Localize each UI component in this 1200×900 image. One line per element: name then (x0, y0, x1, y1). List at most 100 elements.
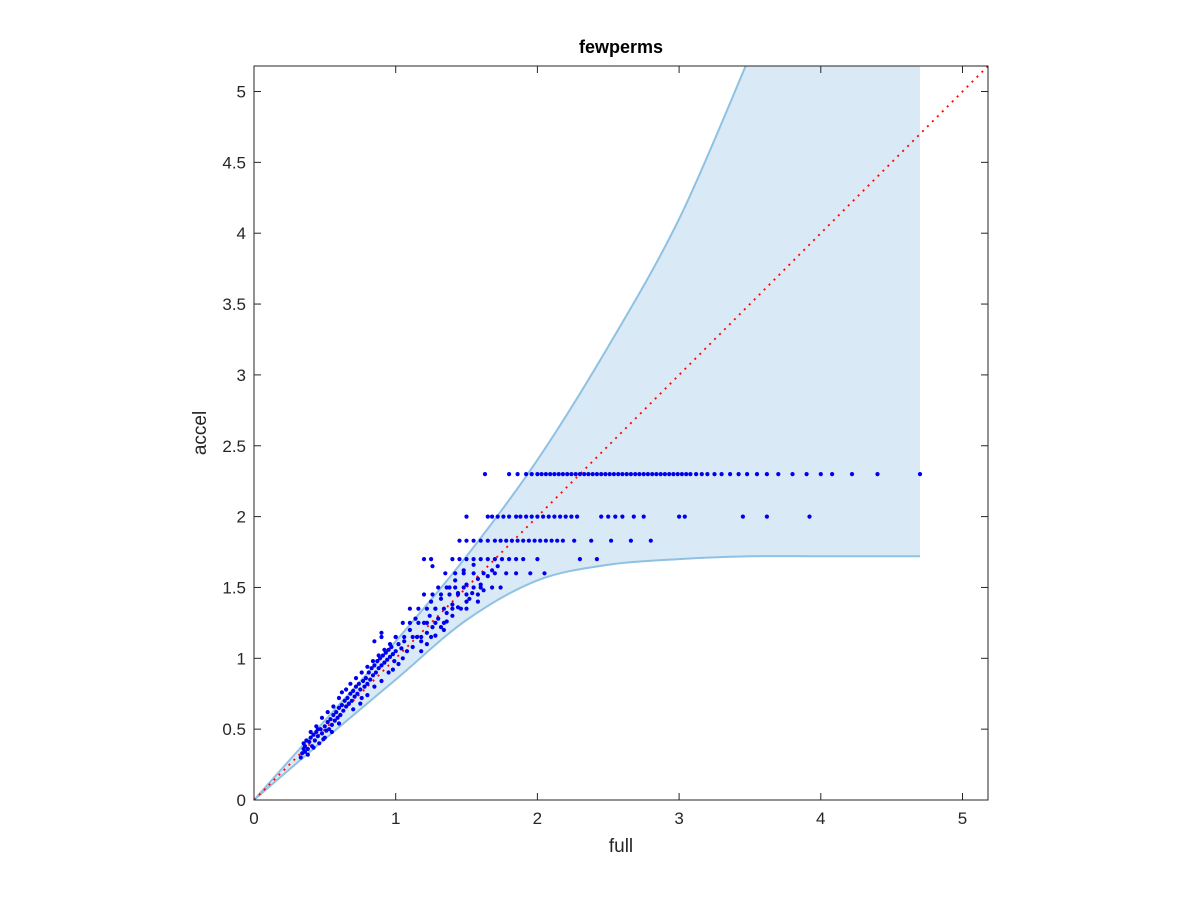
y-tick-label: 1 (237, 649, 246, 668)
data-point (413, 616, 418, 621)
data-point (429, 634, 434, 640)
data-point (475, 592, 480, 597)
band-lower-edge (254, 555, 920, 800)
data-point (609, 538, 614, 543)
data-point (563, 514, 568, 519)
data-point (368, 677, 373, 682)
data-point (365, 693, 370, 698)
data-point (658, 472, 663, 477)
data-point (464, 557, 469, 562)
scatter-points (298, 472, 923, 760)
data-point (515, 472, 520, 477)
data-point (599, 514, 604, 519)
data-point (464, 538, 469, 543)
data-point (573, 472, 578, 477)
data-point (539, 472, 544, 477)
data-point (645, 472, 651, 477)
data-point (549, 538, 554, 543)
data-point (307, 739, 312, 745)
data-point (776, 472, 781, 477)
data-point (457, 538, 462, 543)
data-point (546, 514, 551, 519)
data-point (495, 564, 500, 569)
data-point (603, 472, 608, 477)
y-tick-label: 4 (237, 224, 246, 243)
data-point (396, 642, 401, 647)
data-point (311, 745, 316, 750)
data-point (355, 691, 360, 696)
data-point (453, 571, 458, 576)
data-point (404, 649, 410, 654)
data-point (514, 557, 519, 562)
data-point (586, 472, 591, 477)
data-point (728, 472, 733, 477)
data-point (478, 582, 483, 587)
data-point (628, 472, 634, 477)
data-point (637, 472, 642, 477)
data-point (386, 647, 391, 652)
data-point (419, 639, 424, 644)
data-point (475, 599, 480, 604)
data-point (332, 718, 337, 723)
data-point (541, 514, 546, 519)
data-point (361, 678, 366, 684)
data-point (492, 557, 497, 562)
data-point (475, 576, 480, 582)
data-point (329, 729, 334, 735)
data-point (464, 599, 469, 604)
data-point (441, 606, 446, 611)
y-tick-label: 5 (237, 83, 246, 102)
data-point (402, 639, 407, 644)
data-point (424, 630, 429, 635)
data-point (804, 472, 809, 477)
data-point (331, 704, 336, 709)
data-point (390, 652, 395, 657)
data-point (334, 710, 339, 715)
x-axis-label: full (609, 836, 633, 857)
data-point (380, 653, 385, 658)
data-point (328, 717, 333, 722)
data-point (461, 571, 466, 576)
data-point (353, 684, 359, 689)
identity-reference-line (254, 66, 988, 800)
data-point (421, 557, 427, 562)
y-tick-label: 4.5 (222, 153, 246, 172)
data-point (650, 472, 655, 477)
data-point (421, 620, 427, 626)
data-point (849, 472, 855, 477)
data-point (543, 472, 549, 477)
data-point (501, 514, 506, 519)
axes-frame (253, 65, 989, 801)
data-point (543, 538, 549, 543)
data-point (594, 557, 600, 562)
x-tick-label: 1 (391, 809, 400, 828)
data-point (339, 703, 344, 708)
data-point (335, 715, 340, 720)
data-point (365, 681, 370, 686)
data-point (351, 707, 356, 712)
data-point (436, 616, 441, 621)
data-point (529, 472, 534, 477)
data-point (416, 606, 421, 611)
data-point (444, 619, 449, 624)
data-point (301, 741, 306, 746)
data-point (441, 627, 446, 633)
data-point (359, 670, 364, 675)
data-point (322, 735, 327, 740)
data-point (521, 538, 526, 543)
data-point (478, 557, 483, 562)
data-point (447, 585, 452, 590)
data-point (366, 670, 371, 675)
data-point (490, 514, 495, 519)
data-point (376, 666, 381, 671)
data-point (421, 592, 427, 597)
data-point (430, 564, 435, 569)
data-point (555, 538, 560, 543)
data-point (719, 472, 724, 477)
y-axis-label: accel (190, 411, 211, 455)
x-tick-label: 0 (249, 809, 258, 828)
data-point (430, 592, 435, 597)
data-point (455, 605, 461, 610)
data-point (538, 538, 543, 543)
x-tick-label: 4 (816, 809, 825, 828)
